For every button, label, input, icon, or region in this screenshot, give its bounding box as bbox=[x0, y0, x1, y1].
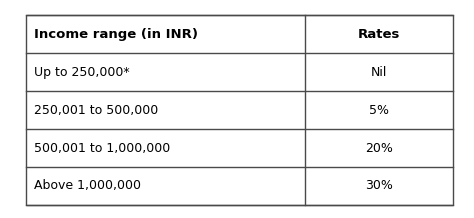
Text: 500,001 to 1,000,000: 500,001 to 1,000,000 bbox=[34, 141, 170, 155]
Text: Above 1,000,000: Above 1,000,000 bbox=[34, 179, 141, 192]
Text: 20%: 20% bbox=[365, 141, 393, 155]
Text: Income range (in INR): Income range (in INR) bbox=[34, 28, 198, 41]
Text: 5%: 5% bbox=[369, 104, 389, 117]
Text: 250,001 to 500,000: 250,001 to 500,000 bbox=[34, 104, 158, 117]
Text: 30%: 30% bbox=[365, 179, 393, 192]
Text: Nil: Nil bbox=[371, 66, 387, 79]
Bar bbox=[26, 15, 453, 205]
Text: Rates: Rates bbox=[358, 28, 400, 41]
Text: Up to 250,000*: Up to 250,000* bbox=[34, 66, 129, 79]
